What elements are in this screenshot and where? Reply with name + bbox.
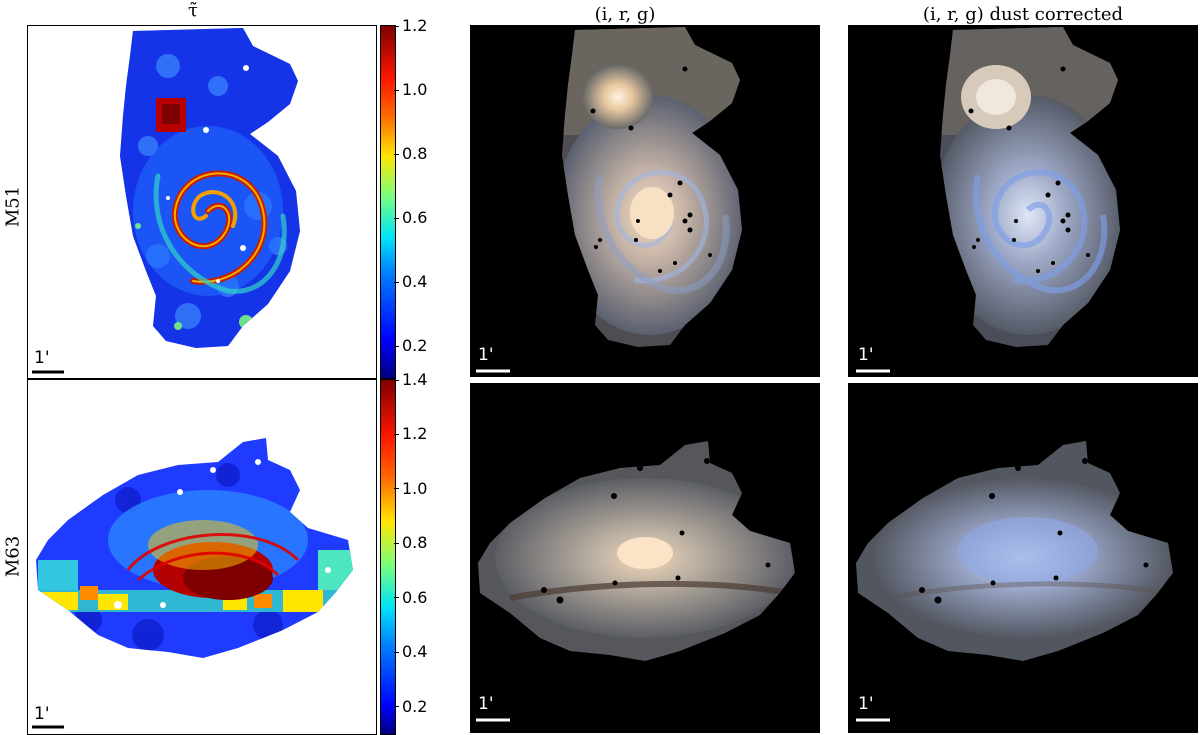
- colorbar-tick-mark: [394, 706, 399, 708]
- scale-label-rgb-m63: 1': [478, 694, 494, 714]
- colorbar-tick-label: 0.2: [402, 696, 428, 716]
- scale-label-tau-m63: 1': [34, 704, 50, 724]
- scale-label-tau-m51: 1': [34, 348, 50, 368]
- colorbar-tick-mark: [394, 488, 399, 490]
- colorbar-tick-label: 0.8: [402, 533, 428, 553]
- colorbar-tick-label: 0.4: [402, 642, 428, 662]
- colorbar-tick-label: 0.8: [402, 144, 428, 163]
- rgb-dust-image-m63: 1': [848, 383, 1198, 733]
- colorbar-tick-label: 1.2: [402, 16, 428, 35]
- colorbar-tick-mark: [394, 433, 399, 435]
- colorbar-tick-mark: [394, 217, 399, 219]
- row-label-m63: M63: [2, 535, 24, 578]
- scale-label-rgb-m51: 1': [478, 345, 494, 365]
- colorbar-tick-label: 1.4: [402, 370, 428, 389]
- colorbar-tick-label: 0.6: [402, 208, 428, 227]
- title-tau: τ̃: [188, 0, 198, 21]
- tau-map-m63: 1': [27, 379, 377, 735]
- colorbar-tick-mark: [394, 597, 399, 599]
- title-irg: (i, r, g): [594, 4, 656, 25]
- title-irg-dust: (i, r, g) dust corrected: [922, 4, 1124, 25]
- colorbar-tick-label: 1.0: [402, 478, 428, 498]
- colorbar-tick-label: 0.6: [402, 587, 428, 607]
- colorbar-tick-label: 0.2: [402, 336, 428, 355]
- scale-label-rgb-dust-m63: 1': [858, 694, 874, 714]
- colorbar-tick-mark: [394, 281, 399, 283]
- colorbar-m51: [380, 25, 396, 379]
- rgb-dust-image-m51: 1': [848, 25, 1198, 377]
- colorbar-tick-mark: [394, 89, 399, 91]
- colorbar-tick-mark: [394, 379, 399, 381]
- colorbar-tick-label: 1.2: [402, 424, 428, 444]
- colorbar-tick-label: 0.4: [402, 272, 428, 291]
- rgb-image-m63: 1': [470, 383, 820, 733]
- colorbar-tick-mark: [394, 651, 399, 653]
- colorbar-m63: [380, 379, 396, 735]
- scale-label-rgb-dust-m51: 1': [858, 345, 874, 365]
- colorbar-tick-mark: [394, 542, 399, 544]
- colorbar-tick-label: 1.0: [402, 80, 428, 99]
- row-label-m51: M51: [2, 185, 24, 228]
- tau-map-m51: 1': [27, 25, 377, 379]
- colorbar-tick-mark: [394, 153, 399, 155]
- colorbar-tick-mark: [394, 25, 399, 27]
- rgb-image-m51: 1': [470, 25, 820, 377]
- colorbar-tick-mark: [394, 345, 399, 347]
